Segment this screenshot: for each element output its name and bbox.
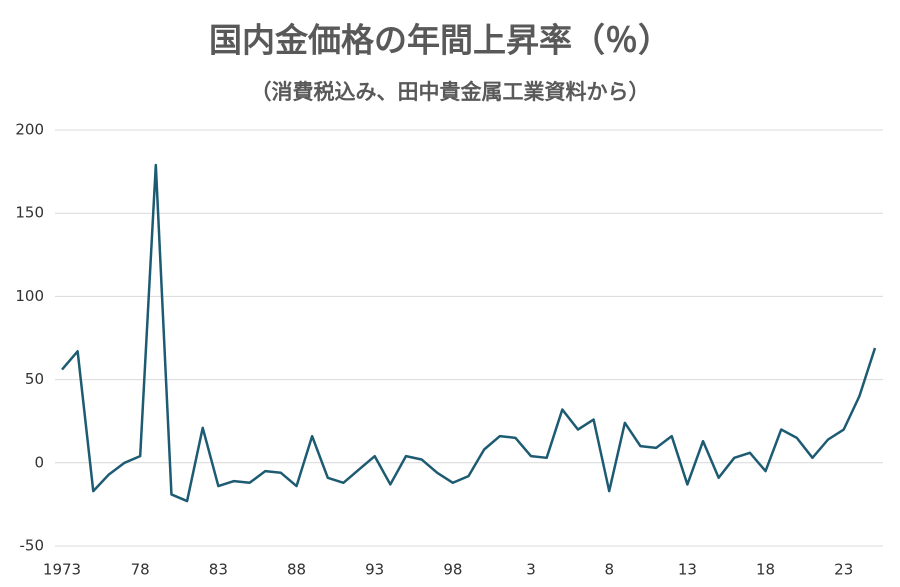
x-tick-label: 8 [604, 561, 614, 579]
x-tick-label: 83 [209, 561, 228, 579]
y-tick-label: 50 [25, 370, 44, 388]
x-tick-label: 23 [834, 561, 853, 579]
y-tick-label: 100 [15, 287, 44, 305]
y-tick-label: 0 [34, 453, 44, 471]
x-tick-label: 13 [678, 561, 697, 579]
chart-subtitle: （消費税込み、田中貴金属工業資料から） [251, 80, 650, 104]
x-tick-label: 93 [365, 561, 384, 579]
x-tick-label: 18 [756, 561, 775, 579]
y-tick-label: -50 [20, 537, 45, 555]
y-tick-label: 200 [15, 121, 44, 139]
x-tick-label: 98 [443, 561, 462, 579]
x-tick-label: 1973 [43, 561, 81, 579]
x-tick-label: 88 [287, 561, 306, 579]
chart-title: 国内金価格の年間上昇率（％） [209, 21, 671, 60]
x-tick-label: 3 [526, 561, 536, 579]
data-line [61, 163, 877, 503]
x-tick-label: 78 [131, 561, 150, 579]
y-tick-label: 150 [15, 204, 44, 222]
